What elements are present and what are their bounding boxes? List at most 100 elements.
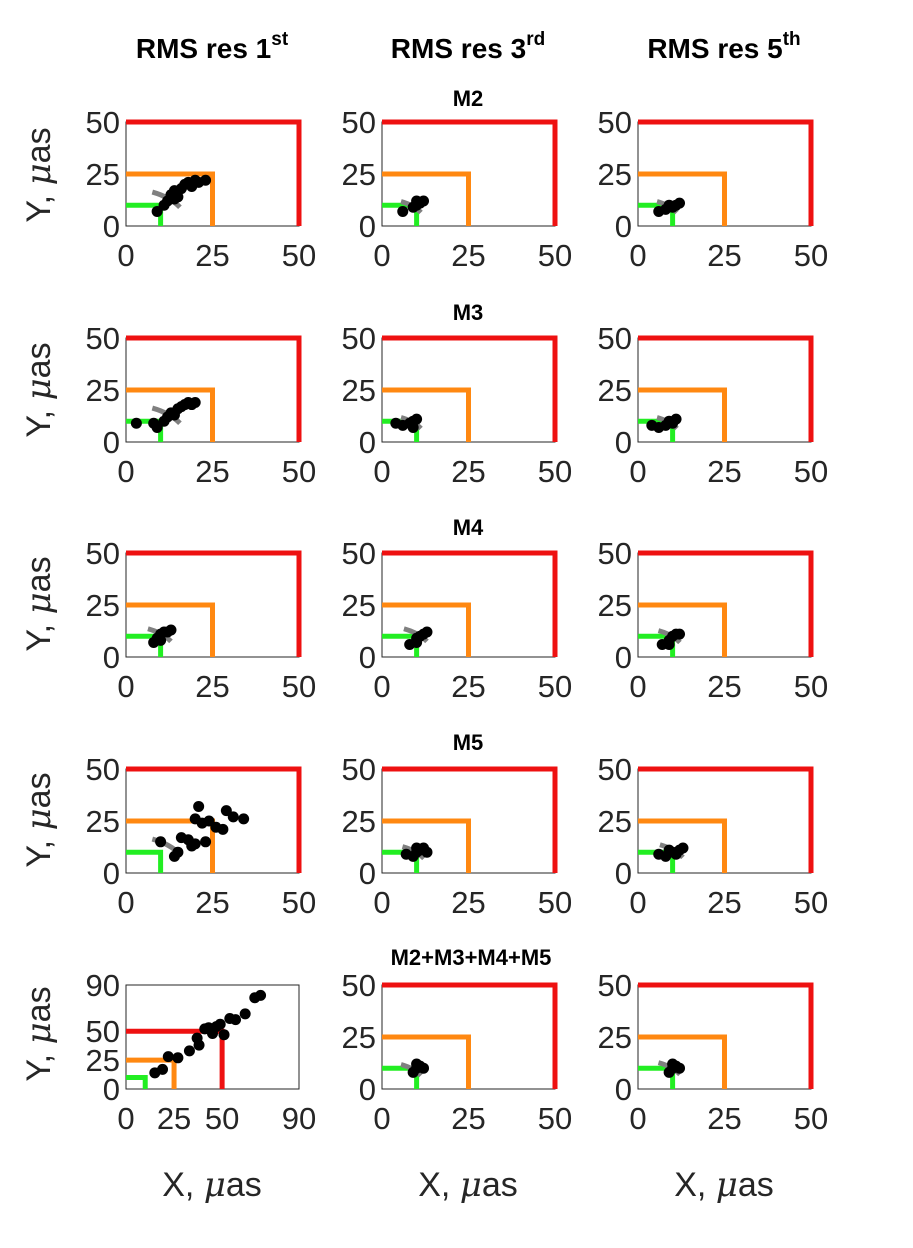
y-tick-label: 50: [598, 105, 632, 140]
x-tick-label: 25: [195, 885, 229, 920]
y-tick-label: 25: [598, 157, 632, 192]
red-threshold-box: [382, 550, 558, 657]
data-point: [172, 846, 184, 858]
data-point: [674, 1062, 686, 1074]
red-threshold-box: [126, 766, 302, 873]
y-tick-label: 50: [86, 321, 120, 356]
y-tick-label: 0: [615, 640, 632, 675]
x-axis-label-col1: X, μas: [162, 1165, 262, 1205]
data-point: [677, 842, 689, 854]
y-tick-label: 50: [342, 752, 376, 787]
data-point: [670, 413, 682, 425]
data-point: [227, 811, 239, 823]
y-tick-label: 50: [598, 968, 632, 1003]
y-axis-label-m5: Y, μas: [19, 772, 59, 867]
orange-threshold-box: [126, 387, 215, 442]
x-tick-label: 0: [373, 454, 390, 489]
data-point: [663, 844, 675, 856]
row-title-m2: M2: [453, 86, 484, 111]
row-title-combined: M2+M3+M4+M5: [391, 945, 552, 970]
y-tick-label: 0: [359, 425, 376, 460]
red-threshold-box: [126, 335, 302, 442]
panel-r3-c1: 0 25 50 0 25 50: [86, 536, 317, 704]
x-tick-label: 50: [538, 454, 572, 489]
data-point: [189, 838, 201, 850]
y-tick-label: 25: [342, 804, 376, 839]
x-tick-label: 0: [117, 1101, 134, 1136]
column-title-5: RMS res 5th: [647, 29, 800, 64]
y-tick-label: 0: [615, 425, 632, 460]
data-point: [397, 205, 409, 217]
y-tick-label: 0: [359, 1072, 376, 1107]
red-threshold-box: [638, 982, 814, 1089]
red-threshold-box: [382, 766, 558, 873]
y-tick-label: 0: [615, 1072, 632, 1107]
column-title-1: RMS res 1st: [136, 29, 289, 64]
panel-r5-c3: 0 25 50 0 25 50: [598, 968, 829, 1136]
x-tick-label: 25: [451, 885, 485, 920]
red-threshold-box: [126, 119, 302, 226]
y-tick-label: 25: [342, 373, 376, 408]
panel-r1-c2: 0 25 50 0 25 50: [342, 105, 573, 273]
x-tick-label: 0: [117, 454, 134, 489]
orange-threshold-box: [638, 387, 727, 442]
x-tick-label: 50: [794, 885, 828, 920]
orange-threshold-box: [382, 171, 471, 226]
y-tick-label: 0: [103, 856, 120, 891]
panel-r2-c3: 0 25 50 0 25 50: [598, 321, 829, 489]
green-threshold-box: [126, 1074, 148, 1089]
red-threshold-box: [638, 119, 814, 226]
panel-r1-c1: 0 25 50 0 25 50: [86, 105, 317, 273]
data-point: [189, 396, 201, 408]
data-point: [155, 836, 167, 848]
data-point: [411, 636, 423, 648]
data-point: [183, 1045, 195, 1057]
x-tick-label: 25: [451, 669, 485, 704]
y-axis-label-combined: Y, μas: [19, 986, 59, 1081]
data-point: [218, 1029, 230, 1041]
orange-threshold-box: [126, 171, 215, 226]
panel-r1-c3: 0 25 50 0 25 50: [598, 105, 829, 273]
x-tick-label: 25: [707, 1101, 741, 1136]
x-tick-label: 25: [195, 669, 229, 704]
x-tick-label: 25: [707, 885, 741, 920]
data-point: [157, 1063, 169, 1075]
data-point: [418, 1062, 430, 1074]
data-point: [217, 823, 229, 835]
y-tick-label: 0: [615, 209, 632, 244]
y-tick-label: 50: [86, 1014, 120, 1049]
x-tick-label: 50: [282, 669, 316, 704]
x-tick-label: 0: [629, 238, 646, 273]
data-point: [674, 197, 686, 209]
y-tick-label: 0: [103, 425, 120, 460]
y-tick-label: 25: [342, 1020, 376, 1055]
y-tick-label: 0: [359, 640, 376, 675]
orange-threshold-box: [638, 818, 727, 873]
x-tick-label: 25: [195, 238, 229, 273]
x-tick-label: 50: [282, 454, 316, 489]
row-title-m5: M5: [453, 730, 484, 755]
red-threshold-box: [638, 766, 814, 873]
x-tick-label: 50: [282, 238, 316, 273]
y-tick-label: 0: [103, 209, 120, 244]
red-threshold-box: [382, 982, 558, 1089]
y-tick-label: 25: [598, 588, 632, 623]
panel-r2-c1: 0 25 50 0 25 50: [86, 321, 317, 489]
x-tick-label: 50: [794, 238, 828, 273]
x-tick-label: 0: [629, 454, 646, 489]
data-point: [172, 1052, 184, 1064]
data-point: [663, 639, 675, 651]
data-point: [239, 1008, 251, 1020]
x-tick-label: 0: [373, 1101, 390, 1136]
y-tick-label: 50: [598, 536, 632, 571]
y-tick-label: 50: [598, 321, 632, 356]
red-threshold-box: [382, 119, 558, 226]
x-tick-label: 50: [282, 885, 316, 920]
x-tick-label: 0: [373, 669, 390, 704]
x-axis-label-col3: X, μas: [674, 1165, 774, 1205]
x-tick-label: 0: [117, 238, 134, 273]
y-tick-label: 50: [598, 752, 632, 787]
data-point: [674, 628, 686, 640]
